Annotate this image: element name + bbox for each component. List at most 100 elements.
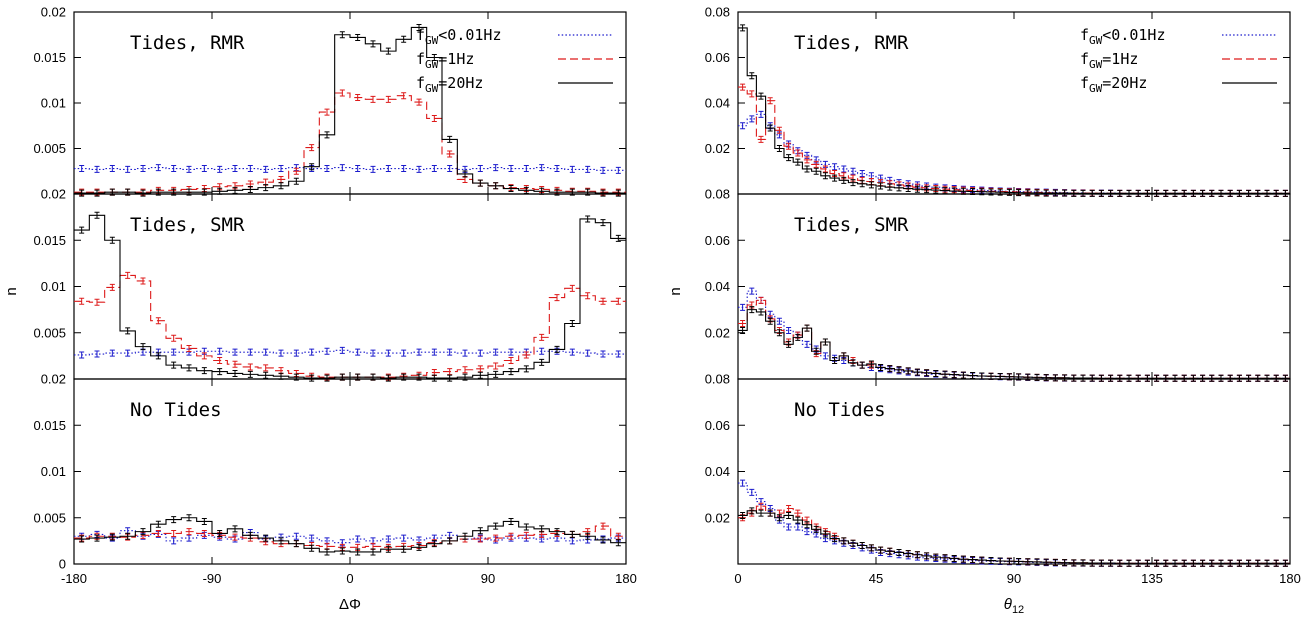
error-bar (339, 346, 345, 354)
error-bar (868, 360, 874, 368)
error-bar (125, 165, 131, 173)
error-bar (447, 348, 453, 356)
error-bar (1172, 559, 1178, 567)
error-bar (140, 189, 146, 197)
error-bar (247, 363, 253, 371)
legend-entry: fGW<0.01Hz (1080, 26, 1166, 47)
error-bar (94, 534, 100, 542)
error-bar (477, 179, 483, 187)
series-line-1 (74, 525, 626, 548)
series-line-0 (738, 290, 1290, 379)
error-bar (905, 367, 911, 375)
error-bar (171, 529, 177, 537)
error-bar (554, 345, 560, 353)
error-bar (508, 368, 514, 376)
error-bar (401, 35, 407, 43)
error-bar (355, 348, 361, 356)
error-bar (232, 525, 238, 533)
error-bar (878, 363, 884, 371)
error-bar (786, 142, 792, 150)
y-tick-label: 0.02 (41, 187, 66, 202)
error-bar (140, 528, 146, 536)
error-bar (585, 349, 591, 357)
error-bar (822, 338, 828, 346)
series-line-0 (74, 530, 626, 544)
error-bar (79, 226, 85, 234)
error-bar (776, 514, 782, 522)
error-bar (431, 54, 437, 61)
error-bar (813, 167, 819, 175)
error-bar (1227, 189, 1233, 197)
error-bar (247, 370, 253, 378)
error-bar (740, 303, 746, 311)
y-tick-label: 0.005 (33, 510, 66, 525)
error-bar (822, 165, 828, 173)
error-bar (569, 284, 575, 292)
error-bar (832, 174, 838, 182)
error-bar (1052, 374, 1058, 382)
error-bar (960, 555, 966, 563)
error-bar (355, 165, 361, 173)
error-bar (1282, 559, 1288, 567)
error-bar (1273, 559, 1279, 567)
error-bar (1218, 374, 1224, 382)
error-bar (776, 126, 782, 134)
error-bar (758, 110, 764, 118)
error-bar (1098, 559, 1104, 567)
error-bar (1190, 189, 1196, 197)
y-tick-label: 0.005 (33, 141, 66, 156)
error-bar (186, 344, 192, 352)
error-bar (740, 122, 746, 130)
error-bar (508, 517, 514, 525)
error-bar (1071, 374, 1077, 382)
error-bar (370, 40, 376, 48)
error-bar (887, 365, 893, 373)
y-tick-label: 0.06 (705, 418, 730, 433)
error-bar (758, 92, 764, 100)
error-bar (1135, 374, 1141, 382)
error-bar (600, 189, 606, 197)
error-bar (278, 165, 284, 173)
error-bar (278, 349, 284, 357)
error-bar (1144, 374, 1150, 382)
error-bar (278, 537, 284, 545)
error-bar (324, 108, 330, 116)
error-bar (1273, 374, 1279, 382)
error-bar (1200, 559, 1206, 567)
error-bar (1117, 189, 1123, 197)
error-bar (171, 361, 177, 369)
x-tick-label: 45 (869, 571, 883, 586)
error-bar (339, 164, 345, 172)
error-bar (1052, 558, 1058, 566)
x-tick-label: 90 (1007, 571, 1021, 586)
error-bar (850, 539, 856, 547)
y-tick-label: 0.015 (33, 50, 66, 65)
error-bar (804, 324, 810, 332)
error-bar (905, 185, 911, 193)
error-bar (155, 164, 161, 172)
error-bar (1089, 374, 1095, 382)
error-bar (776, 145, 782, 152)
subplot-3: 0.015 0.01 0.005 0 No Tides (33, 378, 627, 572)
error-bar (508, 165, 514, 173)
error-bar (1172, 374, 1178, 382)
error-bar (740, 511, 746, 519)
error-bar (804, 528, 810, 536)
error-bar (79, 535, 85, 543)
error-bar (758, 135, 764, 143)
error-bar (1006, 557, 1012, 565)
error-bar (263, 165, 269, 173)
error-bar (1108, 189, 1114, 197)
error-bar (600, 522, 606, 530)
error-bar (1227, 374, 1233, 382)
error-bar (585, 165, 591, 173)
error-bar (232, 186, 238, 194)
series-line-1 (74, 92, 626, 193)
error-bar (416, 348, 422, 356)
error-bar (171, 334, 177, 342)
error-bar (1218, 559, 1224, 567)
y-tick-label: 0.01 (41, 464, 66, 479)
error-bar (795, 523, 801, 531)
error-bar (749, 507, 755, 515)
error-bar (1246, 189, 1252, 197)
